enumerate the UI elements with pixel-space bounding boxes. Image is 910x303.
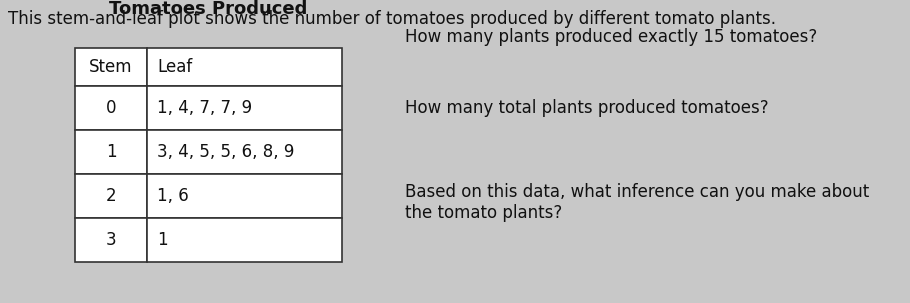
Text: How many total plants produced tomatoes?: How many total plants produced tomatoes?	[405, 99, 769, 117]
Text: 3, 4, 5, 5, 6, 8, 9: 3, 4, 5, 5, 6, 8, 9	[157, 143, 294, 161]
Bar	[147, 218, 342, 262]
Bar	[147, 48, 342, 86]
Text: Tomatoes Produced: Tomatoes Produced	[109, 0, 308, 18]
Text: 1, 6: 1, 6	[157, 187, 188, 205]
Text: 3: 3	[106, 231, 116, 249]
Bar	[75, 86, 147, 130]
Bar	[75, 48, 147, 86]
Text: 1: 1	[106, 143, 116, 161]
Text: 1: 1	[157, 231, 167, 249]
Bar	[147, 86, 342, 130]
Text: Based on this data, what inference can you make about
the tomato plants?: Based on this data, what inference can y…	[405, 183, 869, 221]
Bar	[75, 174, 147, 218]
Text: Leaf: Leaf	[157, 58, 192, 76]
Text: How many plants produced exactly 15 tomatoes?: How many plants produced exactly 15 toma…	[405, 28, 817, 46]
Bar	[75, 218, 147, 262]
Text: 1, 4, 7, 7, 9: 1, 4, 7, 7, 9	[157, 99, 252, 117]
Text: This stem-and-leaf plot shows the number of tomatoes produced by different tomat: This stem-and-leaf plot shows the number…	[8, 10, 776, 28]
Bar	[147, 174, 342, 218]
Text: 2: 2	[106, 187, 116, 205]
Text: Stem: Stem	[89, 58, 133, 76]
Bar	[147, 130, 342, 174]
Bar	[75, 130, 147, 174]
Text: 0: 0	[106, 99, 116, 117]
